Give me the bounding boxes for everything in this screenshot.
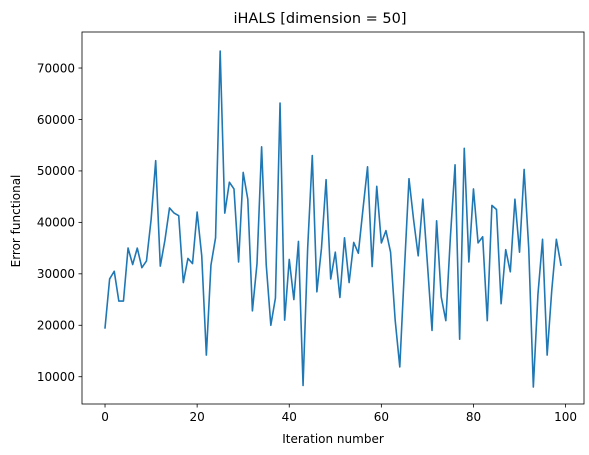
- y-tick-label: 50000: [37, 164, 75, 178]
- y-tick-label: 60000: [37, 113, 75, 127]
- plot-area: [104, 50, 562, 388]
- x-tick-label: 0: [101, 410, 109, 424]
- plot-frame: [81, 31, 585, 405]
- y-tick-label: 40000: [37, 216, 75, 230]
- x-tick-label: 20: [189, 410, 204, 424]
- y-tick-label: 20000: [37, 319, 75, 333]
- x-tick-label: 80: [466, 410, 481, 424]
- x-axis-label: Iteration number: [282, 432, 384, 446]
- y-tick-label: 10000: [37, 370, 75, 384]
- x-tick-label: 40: [282, 410, 297, 424]
- series-line-1: [104, 50, 562, 388]
- axis-ticks: 0 20 40 60 80 100 10000 20000 30000 40000 50000 600…: [37, 61, 577, 424]
- x-tick-label: 60: [374, 410, 389, 424]
- x-tick-label: 100: [554, 410, 577, 424]
- y-axis-label: Error functional: [9, 175, 23, 268]
- chart-title: iHALS [dimension = 50]: [234, 11, 407, 27]
- y-tick-label: 70000: [37, 61, 75, 75]
- y-tick-label: 30000: [37, 267, 75, 281]
